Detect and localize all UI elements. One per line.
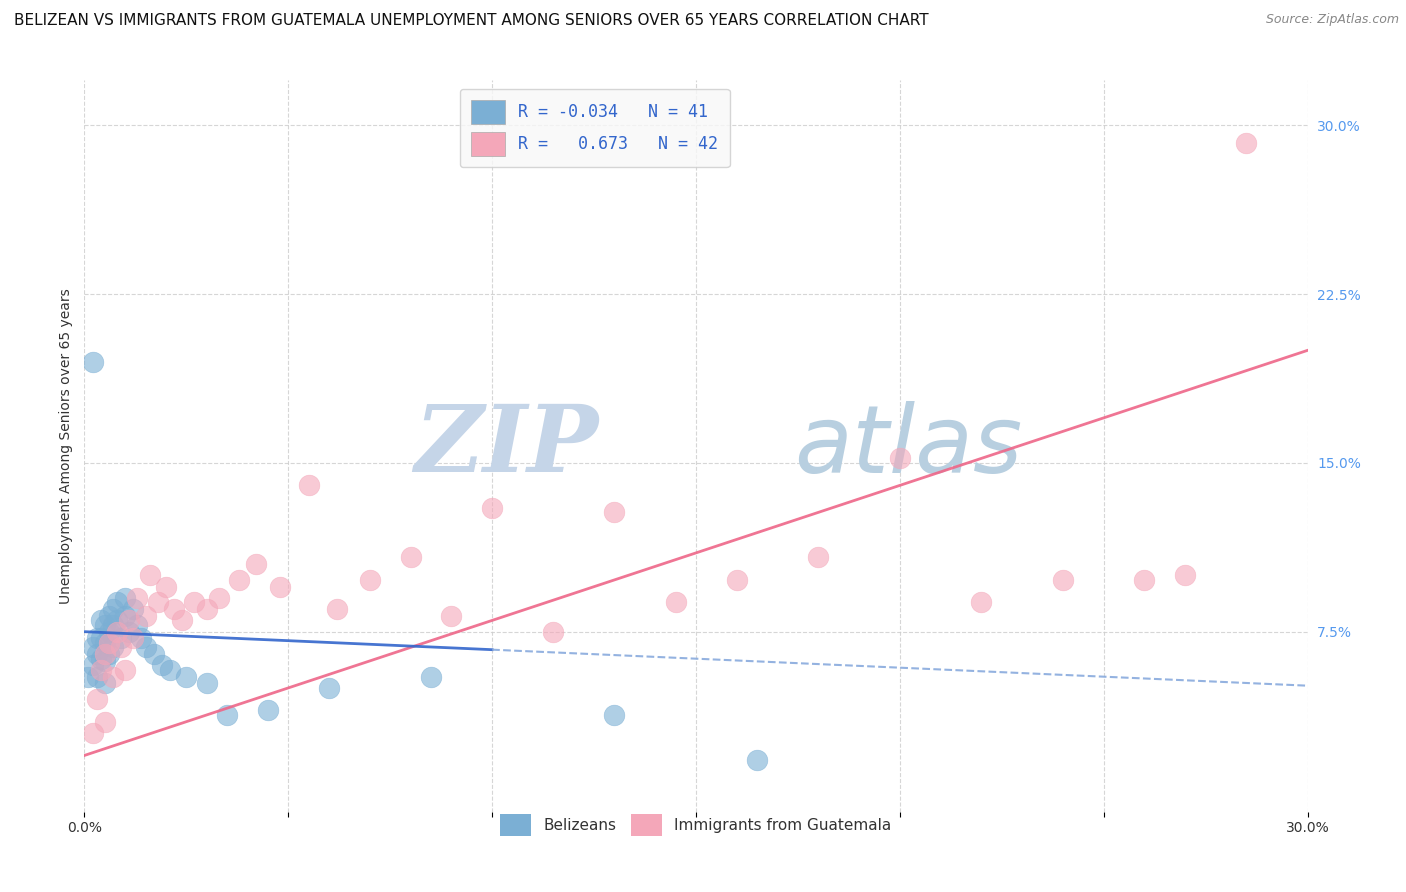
Point	[1052, 573, 1074, 587]
Point	[82, 658, 104, 673]
Point	[889, 451, 911, 466]
Point	[93, 714, 115, 729]
Point	[326, 602, 349, 616]
Point	[114, 663, 136, 677]
Text: ZIP: ZIP	[413, 401, 598, 491]
Point	[101, 640, 124, 655]
Point	[257, 703, 280, 717]
Point	[114, 591, 136, 605]
Point	[217, 708, 239, 723]
Point	[93, 636, 115, 650]
Point	[725, 573, 748, 587]
Point	[90, 632, 112, 646]
Point	[122, 632, 145, 646]
Point	[93, 676, 115, 690]
Point	[90, 663, 112, 677]
Point	[245, 557, 267, 571]
Point	[93, 647, 115, 661]
Point	[105, 624, 128, 639]
Point	[105, 614, 128, 628]
Point	[208, 591, 231, 605]
Point	[172, 614, 194, 628]
Point	[118, 624, 141, 639]
Point	[114, 608, 136, 623]
Point	[359, 573, 381, 587]
Point	[970, 595, 993, 609]
Point	[603, 505, 626, 519]
Point	[298, 478, 321, 492]
Point	[105, 595, 128, 609]
Point	[163, 602, 186, 616]
Point	[1174, 568, 1197, 582]
Point	[97, 647, 120, 661]
Point	[195, 676, 218, 690]
Point	[399, 550, 422, 565]
Point	[1133, 573, 1156, 587]
Point	[195, 602, 218, 616]
Point	[665, 595, 688, 609]
Point	[1236, 136, 1258, 151]
Point	[90, 651, 112, 665]
Point	[159, 663, 181, 677]
Point	[122, 602, 145, 616]
Point	[101, 670, 124, 684]
Point	[90, 614, 112, 628]
Point	[118, 614, 141, 628]
Point	[131, 632, 153, 646]
Point	[101, 618, 124, 632]
Point	[77, 670, 100, 684]
Point	[82, 726, 104, 740]
Point	[135, 640, 157, 655]
Point	[82, 354, 104, 368]
Point	[97, 636, 120, 650]
Point	[127, 591, 149, 605]
Point	[86, 670, 108, 684]
Point	[127, 618, 149, 632]
Point	[228, 573, 250, 587]
Point	[138, 568, 160, 582]
Point	[481, 500, 503, 515]
Text: BELIZEAN VS IMMIGRANTS FROM GUATEMALA UNEMPLOYMENT AMONG SENIORS OVER 65 YEARS C: BELIZEAN VS IMMIGRANTS FROM GUATEMALA UN…	[14, 13, 929, 29]
Point	[543, 624, 565, 639]
Point	[86, 692, 108, 706]
Point	[93, 618, 115, 632]
Point	[183, 595, 205, 609]
Point	[97, 624, 120, 639]
Point	[86, 647, 108, 661]
Text: atlas: atlas	[794, 401, 1022, 491]
Legend: Belizeans, Immigrants from Guatemala: Belizeans, Immigrants from Guatemala	[488, 802, 904, 848]
Point	[110, 632, 132, 646]
Point	[110, 640, 132, 655]
Point	[747, 753, 769, 767]
Point	[807, 550, 830, 565]
Point	[97, 608, 120, 623]
Point	[174, 670, 197, 684]
Point	[420, 670, 443, 684]
Point	[135, 608, 157, 623]
Point	[150, 658, 173, 673]
Text: Source: ZipAtlas.com: Source: ZipAtlas.com	[1265, 13, 1399, 27]
Point	[603, 708, 626, 723]
Point	[318, 681, 340, 695]
Point	[155, 580, 177, 594]
Point	[86, 632, 108, 646]
Point	[142, 647, 165, 661]
Point	[146, 595, 169, 609]
Y-axis label: Unemployment Among Seniors over 65 years: Unemployment Among Seniors over 65 years	[59, 288, 73, 604]
Point	[269, 580, 291, 594]
Point	[93, 654, 115, 668]
Point	[101, 602, 124, 616]
Point	[440, 608, 463, 623]
Point	[82, 640, 104, 655]
